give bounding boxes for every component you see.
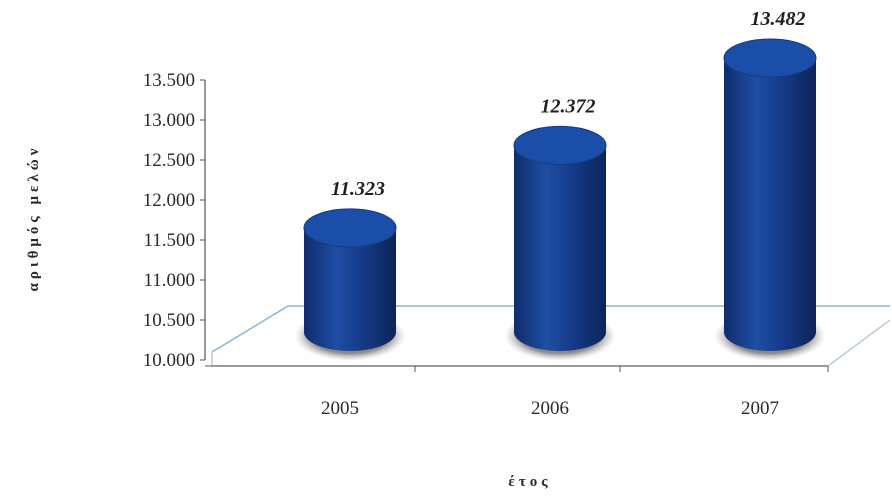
bar-top [513, 125, 607, 165]
y-axis-title: αριθμός μελών [26, 145, 42, 292]
y-tick-label: 10.500 [143, 310, 195, 331]
bar-body [304, 227, 396, 351]
y-tick-label: 11.500 [143, 230, 195, 251]
y-tick-label: 12.000 [143, 190, 195, 211]
y-tick-label: 13.500 [143, 70, 195, 91]
y-tick-label: 11.000 [143, 270, 195, 291]
bar-body [514, 145, 606, 351]
bar-top [303, 208, 397, 248]
y-tick-label: 13.000 [143, 110, 195, 131]
bar-2007 [714, 38, 826, 361]
x-tick-label: 2005 [321, 398, 359, 419]
x-axis-title: έτος [508, 474, 551, 490]
y-tick-label: 12.500 [143, 150, 195, 171]
bar-body [724, 58, 816, 351]
y-tick-label: 10.000 [143, 350, 195, 371]
x-tick-label: 2006 [531, 398, 569, 419]
data-label: 11.323 [331, 178, 385, 200]
x-tick-label: 2007 [741, 398, 779, 419]
x-axis: 2005 2006 2007 [205, 365, 829, 419]
data-label: 13.482 [751, 8, 806, 30]
y-axis: 10.000 10.500 11.000 11.500 12.000 12.500 13.0… [143, 70, 206, 371]
bar-series: 11.323 12.372 13.482 [294, 8, 826, 361]
bar-top [723, 38, 817, 78]
bar-2005 [294, 208, 406, 361]
bar-2006 [504, 125, 616, 361]
data-label: 12.372 [541, 95, 596, 117]
